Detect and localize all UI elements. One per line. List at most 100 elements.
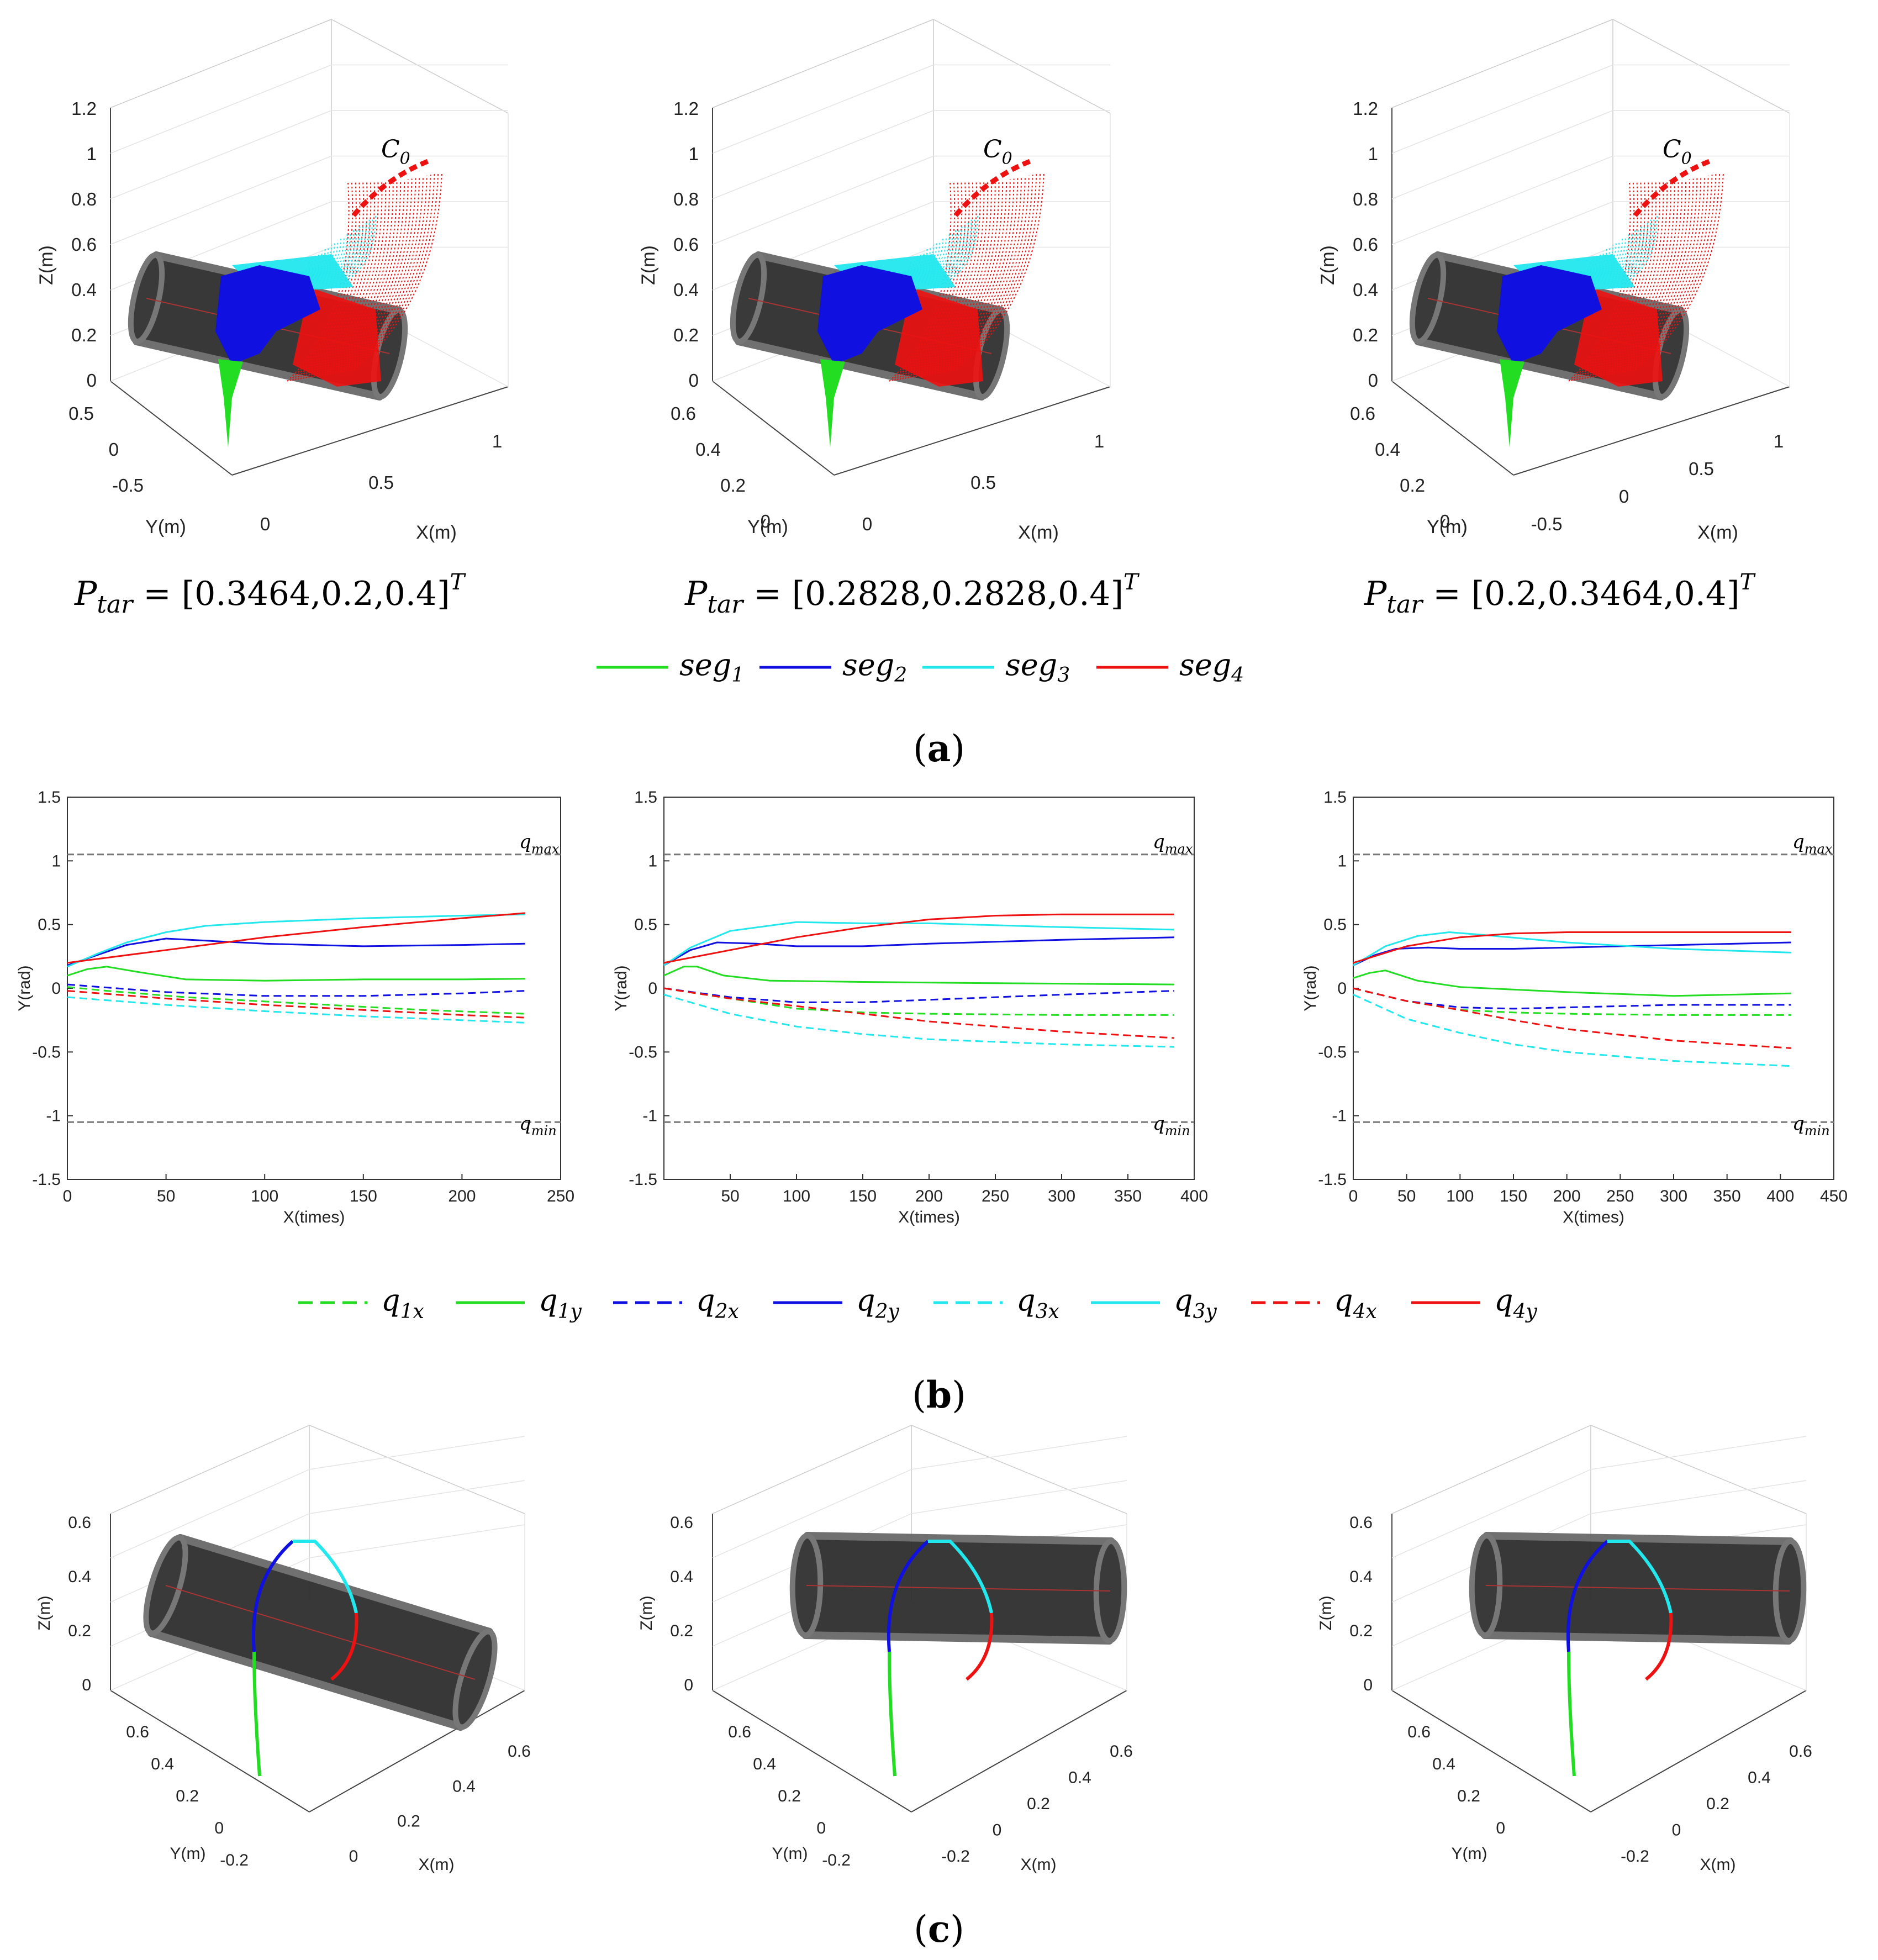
seg4-sweep-curve: [294, 182, 361, 381]
x-axis-label: X(times): [898, 1208, 960, 1226]
x-tick-label: 250: [982, 1187, 1009, 1205]
workspace-axes-box: [110, 19, 509, 476]
x-tick-label: 0: [993, 1821, 1002, 1840]
z-tick-label: 0.8: [673, 189, 699, 209]
obstacle-cylinder: [789, 1532, 1127, 1645]
y-axis-label: Y(m): [170, 1845, 206, 1863]
z-tick-label: 0.6: [670, 1514, 693, 1532]
y-tick-label: 1.5: [634, 788, 657, 807]
legend-sub: 3x: [1036, 1300, 1059, 1323]
y-tick-label: -0.5: [112, 475, 144, 496]
x-tick-label: 150: [350, 1187, 377, 1205]
seg1-backbone: [888, 1651, 896, 1777]
series-q4x-line: [1353, 987, 1791, 1049]
q-min-base: q: [1153, 1113, 1165, 1135]
workspace-plot-2: 00.20.40.60.811.2Z(m)0.60.40.20Y(m) 00.51…: [638, 19, 1140, 619]
series-q3x-line: [1353, 994, 1791, 1067]
seg4-sweep-curve: [931, 179, 1011, 375]
legend-seg1-label: seg1: [679, 647, 744, 687]
grid-line: [911, 1480, 1127, 1514]
back-edge: [331, 19, 509, 114]
y-tick-label: 0: [1440, 511, 1450, 531]
z-tick-label: 0.6: [1349, 1514, 1373, 1532]
y-tick-label: 0.4: [753, 1755, 776, 1773]
series-q3y-line: [67, 913, 525, 968]
x-tick-label: 0.2: [397, 1813, 420, 1831]
workspace-axes-box: [712, 19, 1111, 476]
z-tick-label: 0.2: [673, 325, 699, 345]
joint-chart-2: -1.5 -1 -0.5 0 0.5 1 1.5 50 100 150 200 250 300 350 40…: [612, 788, 1208, 1226]
plot-frame: [67, 797, 561, 1180]
grid-line: [1391, 110, 1613, 199]
seg2-backbone: [1566, 1540, 1608, 1652]
x-tick-label: 100: [251, 1187, 278, 1205]
legend-sub: 4y: [1513, 1300, 1538, 1323]
target-value: = [0.2,0.3464,0.4]: [1422, 575, 1739, 613]
legend-sub: 3y: [1193, 1300, 1217, 1323]
y-tick-label: 0: [816, 1819, 826, 1837]
seg3-sweep-curve: [927, 219, 972, 286]
x-tick-label: 200: [448, 1187, 476, 1205]
seg3-backbone: [293, 1540, 358, 1614]
y-axis-label: Y(m): [772, 1845, 808, 1863]
legend-base: seg: [842, 647, 894, 682]
c0-curve: [351, 157, 432, 217]
legend-base: q: [1016, 1283, 1036, 1318]
x-tick-label: 100: [1446, 1187, 1474, 1205]
seg2-backbone: [887, 1540, 929, 1652]
back-edge: [110, 1425, 310, 1514]
y-tick-label: -1: [642, 1107, 657, 1125]
legend-base: q: [1334, 1283, 1353, 1318]
seg1-workspace: [1500, 359, 1524, 447]
z-tick-label: 0: [689, 370, 699, 391]
c0-label: C0: [983, 135, 1012, 168]
z-axis-label: Z(m): [35, 1595, 54, 1630]
y-tick-label: 0: [1496, 1819, 1505, 1837]
q-min-sub: min: [1165, 1123, 1190, 1139]
panel-b: -1.5-1-0.500.511.50 50 100 150 200 250X(times…: [15, 788, 1848, 1226]
y-tick-label: 0.4: [1375, 439, 1400, 460]
y-tick-label: -0.2: [822, 1851, 851, 1869]
configuration-plot-3: 00.20.40.6Z(m)0.60.40.20Y(m) -0.200.20.40…: [1317, 1425, 1812, 1874]
seg4-sweep-curve: [297, 182, 365, 380]
z-tick-label: 1: [87, 144, 97, 164]
seg2-workspace: [215, 265, 320, 365]
y-tick-label: 1.5: [38, 788, 61, 807]
x-tick-label: 0.5: [368, 472, 394, 493]
y-tick-label: 0.6: [671, 403, 696, 424]
back-edge: [933, 19, 1111, 114]
z-tick-label: 0.4: [673, 280, 699, 300]
y-axis-label: Y(m): [145, 517, 186, 538]
z-tick-label: 0.6: [673, 234, 699, 255]
grid-line: [712, 64, 934, 154]
axis-x-line: [231, 386, 509, 476]
z-tick-label: 0.2: [670, 1622, 693, 1640]
legend-q3x-label: q3x: [1016, 1283, 1059, 1323]
z-tick-label: 0: [82, 1676, 91, 1694]
seg1-workspace: [218, 359, 243, 447]
x-axis-label: X(m): [1697, 522, 1738, 543]
c0-label: C0: [1663, 135, 1692, 168]
x-tick-label: 100: [783, 1187, 810, 1205]
grid-line: [309, 1436, 525, 1470]
series-q3y-line: [1353, 931, 1791, 966]
target-sub: tar: [97, 591, 134, 619]
series-q4x-line: [67, 990, 525, 1019]
z-tick-label: 0.8: [1353, 189, 1378, 209]
seg1-backbone: [252, 1651, 261, 1777]
z-tick-label: 0: [1368, 370, 1378, 391]
joint-chart-3: -1.5 -1 -0.5 0 0.5 1 1.5 0 50 100 150 200 250 300 350 4…: [1301, 788, 1848, 1226]
q-min-sub: min: [531, 1123, 557, 1139]
x-tick-label: 350: [1713, 1187, 1741, 1205]
target-p: P: [74, 575, 98, 613]
y-tick-label: 0: [214, 1819, 224, 1837]
x-tick-label: -0.2: [1621, 1847, 1649, 1866]
z-axis-label: Z(m): [1317, 245, 1338, 285]
legend-sub: 4x: [1353, 1300, 1377, 1323]
seg4-sweep-curve: [1581, 182, 1649, 380]
seg4-sweep-curve: [326, 180, 405, 375]
grid-line: [110, 64, 332, 154]
z-tick-label: 1: [689, 144, 699, 164]
